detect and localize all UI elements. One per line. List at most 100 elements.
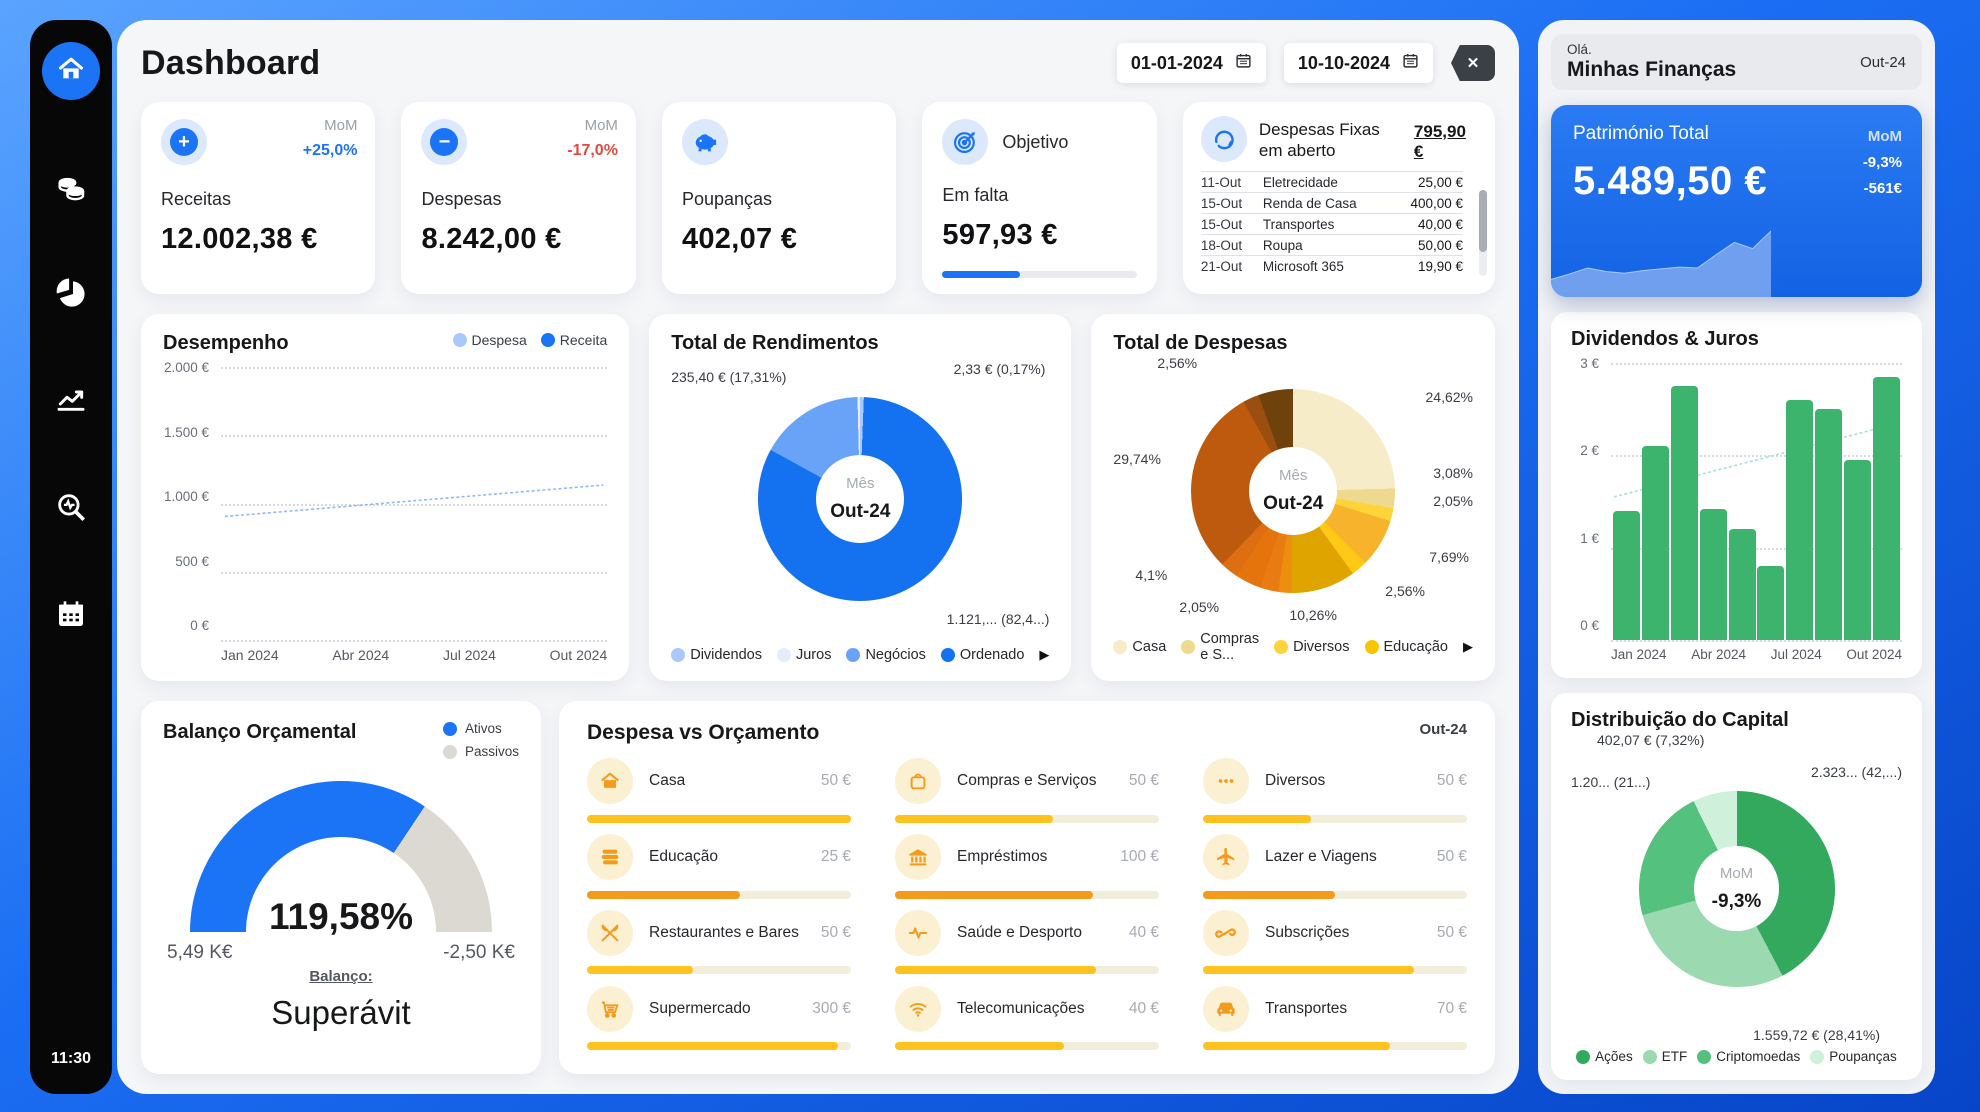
budget-item[interactable]: Supermercado 300 € <box>587 982 851 1054</box>
mom-value: +25,0% <box>302 142 358 159</box>
donut-callout: 2,05% <box>1179 599 1220 615</box>
infinity-icon <box>1203 909 1249 956</box>
budget-item-bar <box>587 966 851 975</box>
balanco-label: Balanço: <box>309 968 373 985</box>
bar-dividendos[interactable] <box>1786 399 1814 640</box>
kpi-card-despesas: − MoM -17,0% Despesas 8.242,00 € <box>401 102 636 294</box>
distribuicao-capital-card: Distribuição do Capital MoM -9,3% 402,07 … <box>1551 693 1922 1080</box>
budget-item-value: 50 € <box>820 923 851 941</box>
plus-icon: + <box>161 119 207 165</box>
mom-abs: -561€ <box>1863 180 1902 197</box>
budget-item-value: 25 € <box>820 848 851 866</box>
sidebar-item-home[interactable] <box>42 42 100 100</box>
budget-item-value: 50 € <box>820 772 851 790</box>
bar-dividendos[interactable] <box>1641 446 1669 640</box>
legend-item: ETF <box>1642 1049 1687 1064</box>
budget-item[interactable]: Compras e Serviços 50 € <box>895 755 1159 827</box>
legend-next-icon[interactable]: ▶ <box>1039 647 1050 662</box>
table-row[interactable]: 21-Out Microsoft 365 19,90 € <box>1200 255 1464 276</box>
budget-item-bar <box>587 814 851 823</box>
kpi-value: 597,93 € <box>942 219 1058 251</box>
legend-item: Criptomoedas <box>1697 1049 1800 1064</box>
budget-item-value: 40 € <box>1128 923 1159 941</box>
chart-title: Distribuição do Capital <box>1571 709 1789 731</box>
budget-item[interactable]: Diversos 50 € <box>1203 755 1467 827</box>
sidebar-item-distribution[interactable] <box>55 278 87 310</box>
bar-dividendos[interactable] <box>1872 376 1900 640</box>
budget-item[interactable]: Casa 50 € <box>587 755 851 827</box>
bank-icon <box>895 834 941 881</box>
piggy-bank-icon <box>681 119 728 165</box>
donut-center-value: Out-24 <box>1263 493 1324 514</box>
budget-item[interactable]: Educação 25 € <box>587 831 851 903</box>
budget-item[interactable]: Empréstimos 100 € <box>895 831 1159 903</box>
calendar-small-icon[interactable] <box>1235 52 1252 74</box>
gauge-max-label: -2,50 K€ <box>443 942 515 963</box>
chart-legend: Ações ETF Criptomoedas Poupanças <box>1571 1049 1902 1064</box>
pie-chart-icon <box>55 278 87 310</box>
bar-dividendos[interactable] <box>1757 566 1785 640</box>
minus-icon: − <box>421 119 468 165</box>
budget-item[interactable]: Subscrições 50 € <box>1203 907 1467 979</box>
budget-item-bar <box>1203 814 1467 823</box>
sidebar-item-analysis[interactable] <box>54 490 88 524</box>
legend-item: Despesa <box>452 332 527 348</box>
budget-item[interactable]: Transportes 70 € <box>1203 982 1467 1054</box>
budget-item-name: Transportes <box>1265 999 1348 1017</box>
legend-item: Diversos <box>1274 639 1350 655</box>
clear-filters-button[interactable]: ✕ <box>1451 45 1495 81</box>
legend-dot <box>846 648 861 662</box>
bar-dividendos[interactable] <box>1670 386 1698 640</box>
legend-next-icon[interactable]: ▶ <box>1463 639 1473 654</box>
budget-item-name: Empréstimos <box>957 848 1048 866</box>
budget-item-name: Casa <box>649 772 686 790</box>
bar-dividendos[interactable] <box>1844 459 1871 640</box>
kpi-card-objetivo: Objetivo Em falta 597,93 € <box>922 102 1157 294</box>
donut-callout: 1.559,72 € (28,41%) <box>1753 1027 1880 1043</box>
legend-dot <box>442 721 457 736</box>
sidebar-item-performance[interactable] <box>55 384 87 416</box>
coins-icon <box>54 170 88 204</box>
table-row[interactable]: 11-Out Eletrecidade 25,00 € <box>1200 171 1464 193</box>
donut-callout: 402,07 € (7,32%) <box>1597 732 1705 748</box>
greeting-period: Out-24 <box>1860 53 1906 71</box>
total-despesas-chart-card: Total de Despesas Mês Out-24 2,56% 24,62%… <box>1091 314 1495 681</box>
budget-item-bar <box>587 1042 851 1050</box>
bar-dividendos[interactable] <box>1728 529 1756 640</box>
sidebar-item-money[interactable] <box>54 170 88 204</box>
calendar-small-icon[interactable] <box>1402 52 1419 74</box>
donut-callout: 10,26% <box>1289 607 1337 623</box>
donut-callout: 2,33 € (0,17%) <box>953 361 1046 377</box>
budget-item[interactable]: Telecomunicações 40 € <box>895 982 1159 1054</box>
main-panel: Dashboard 01-01-2024 10-10-2024 ✕ + MoM +… <box>117 20 1519 1094</box>
table-row[interactable]: 18-Out Roupa 50,00 € <box>1200 234 1464 256</box>
kpi-label: Receitas <box>161 189 232 209</box>
fixed-expenses-table: 11-Out Eletrecidade 25,00 €15-Out Renda de … <box>1200 171 1464 276</box>
date-to-input[interactable]: 10-10-2024 <box>1283 43 1433 83</box>
budget-item-name: Supermercado <box>649 999 751 1017</box>
scrollbar-track[interactable] <box>1479 190 1488 276</box>
table-row[interactable]: 15-Out Transportes 40,00 € <box>1200 213 1464 235</box>
bar-dividendos[interactable] <box>1815 409 1843 640</box>
rendimentos-donut: Mês Out-24 <box>758 397 963 601</box>
bar-dividendos[interactable] <box>1699 508 1727 640</box>
budget-item[interactable]: Saúde e Desporto 40 € <box>895 907 1159 979</box>
budget-item[interactable]: Restaurantes e Bares 50 € <box>587 907 851 979</box>
desempenho-bars <box>221 367 607 640</box>
legend-dot <box>1642 1049 1657 1064</box>
sidebar-item-calendar[interactable] <box>55 598 87 630</box>
budget-item[interactable]: Lazer e Viagens 50 € <box>1203 831 1467 903</box>
scrollbar-thumb[interactable] <box>1479 190 1488 252</box>
budget-item-value: 100 € <box>1120 848 1159 866</box>
kpi-value: 12.002,38 € <box>161 223 318 255</box>
budget-item-value: 70 € <box>1436 999 1467 1017</box>
chart-title: Total de Despesas <box>1113 332 1288 354</box>
budget-item-value: 50 € <box>1436 772 1467 790</box>
date-from-input[interactable]: 01-01-2024 <box>1116 43 1266 83</box>
donut-center-label: Mês <box>1279 467 1308 484</box>
kpi-title: Objetivo <box>1002 131 1069 152</box>
kpi-value: 8.242,00 € <box>421 223 562 255</box>
table-row[interactable]: 15-Out Renda de Casa 400,00 € <box>1200 192 1464 214</box>
legend-item: Ações <box>1576 1049 1633 1064</box>
bar-dividendos[interactable] <box>1613 510 1640 640</box>
